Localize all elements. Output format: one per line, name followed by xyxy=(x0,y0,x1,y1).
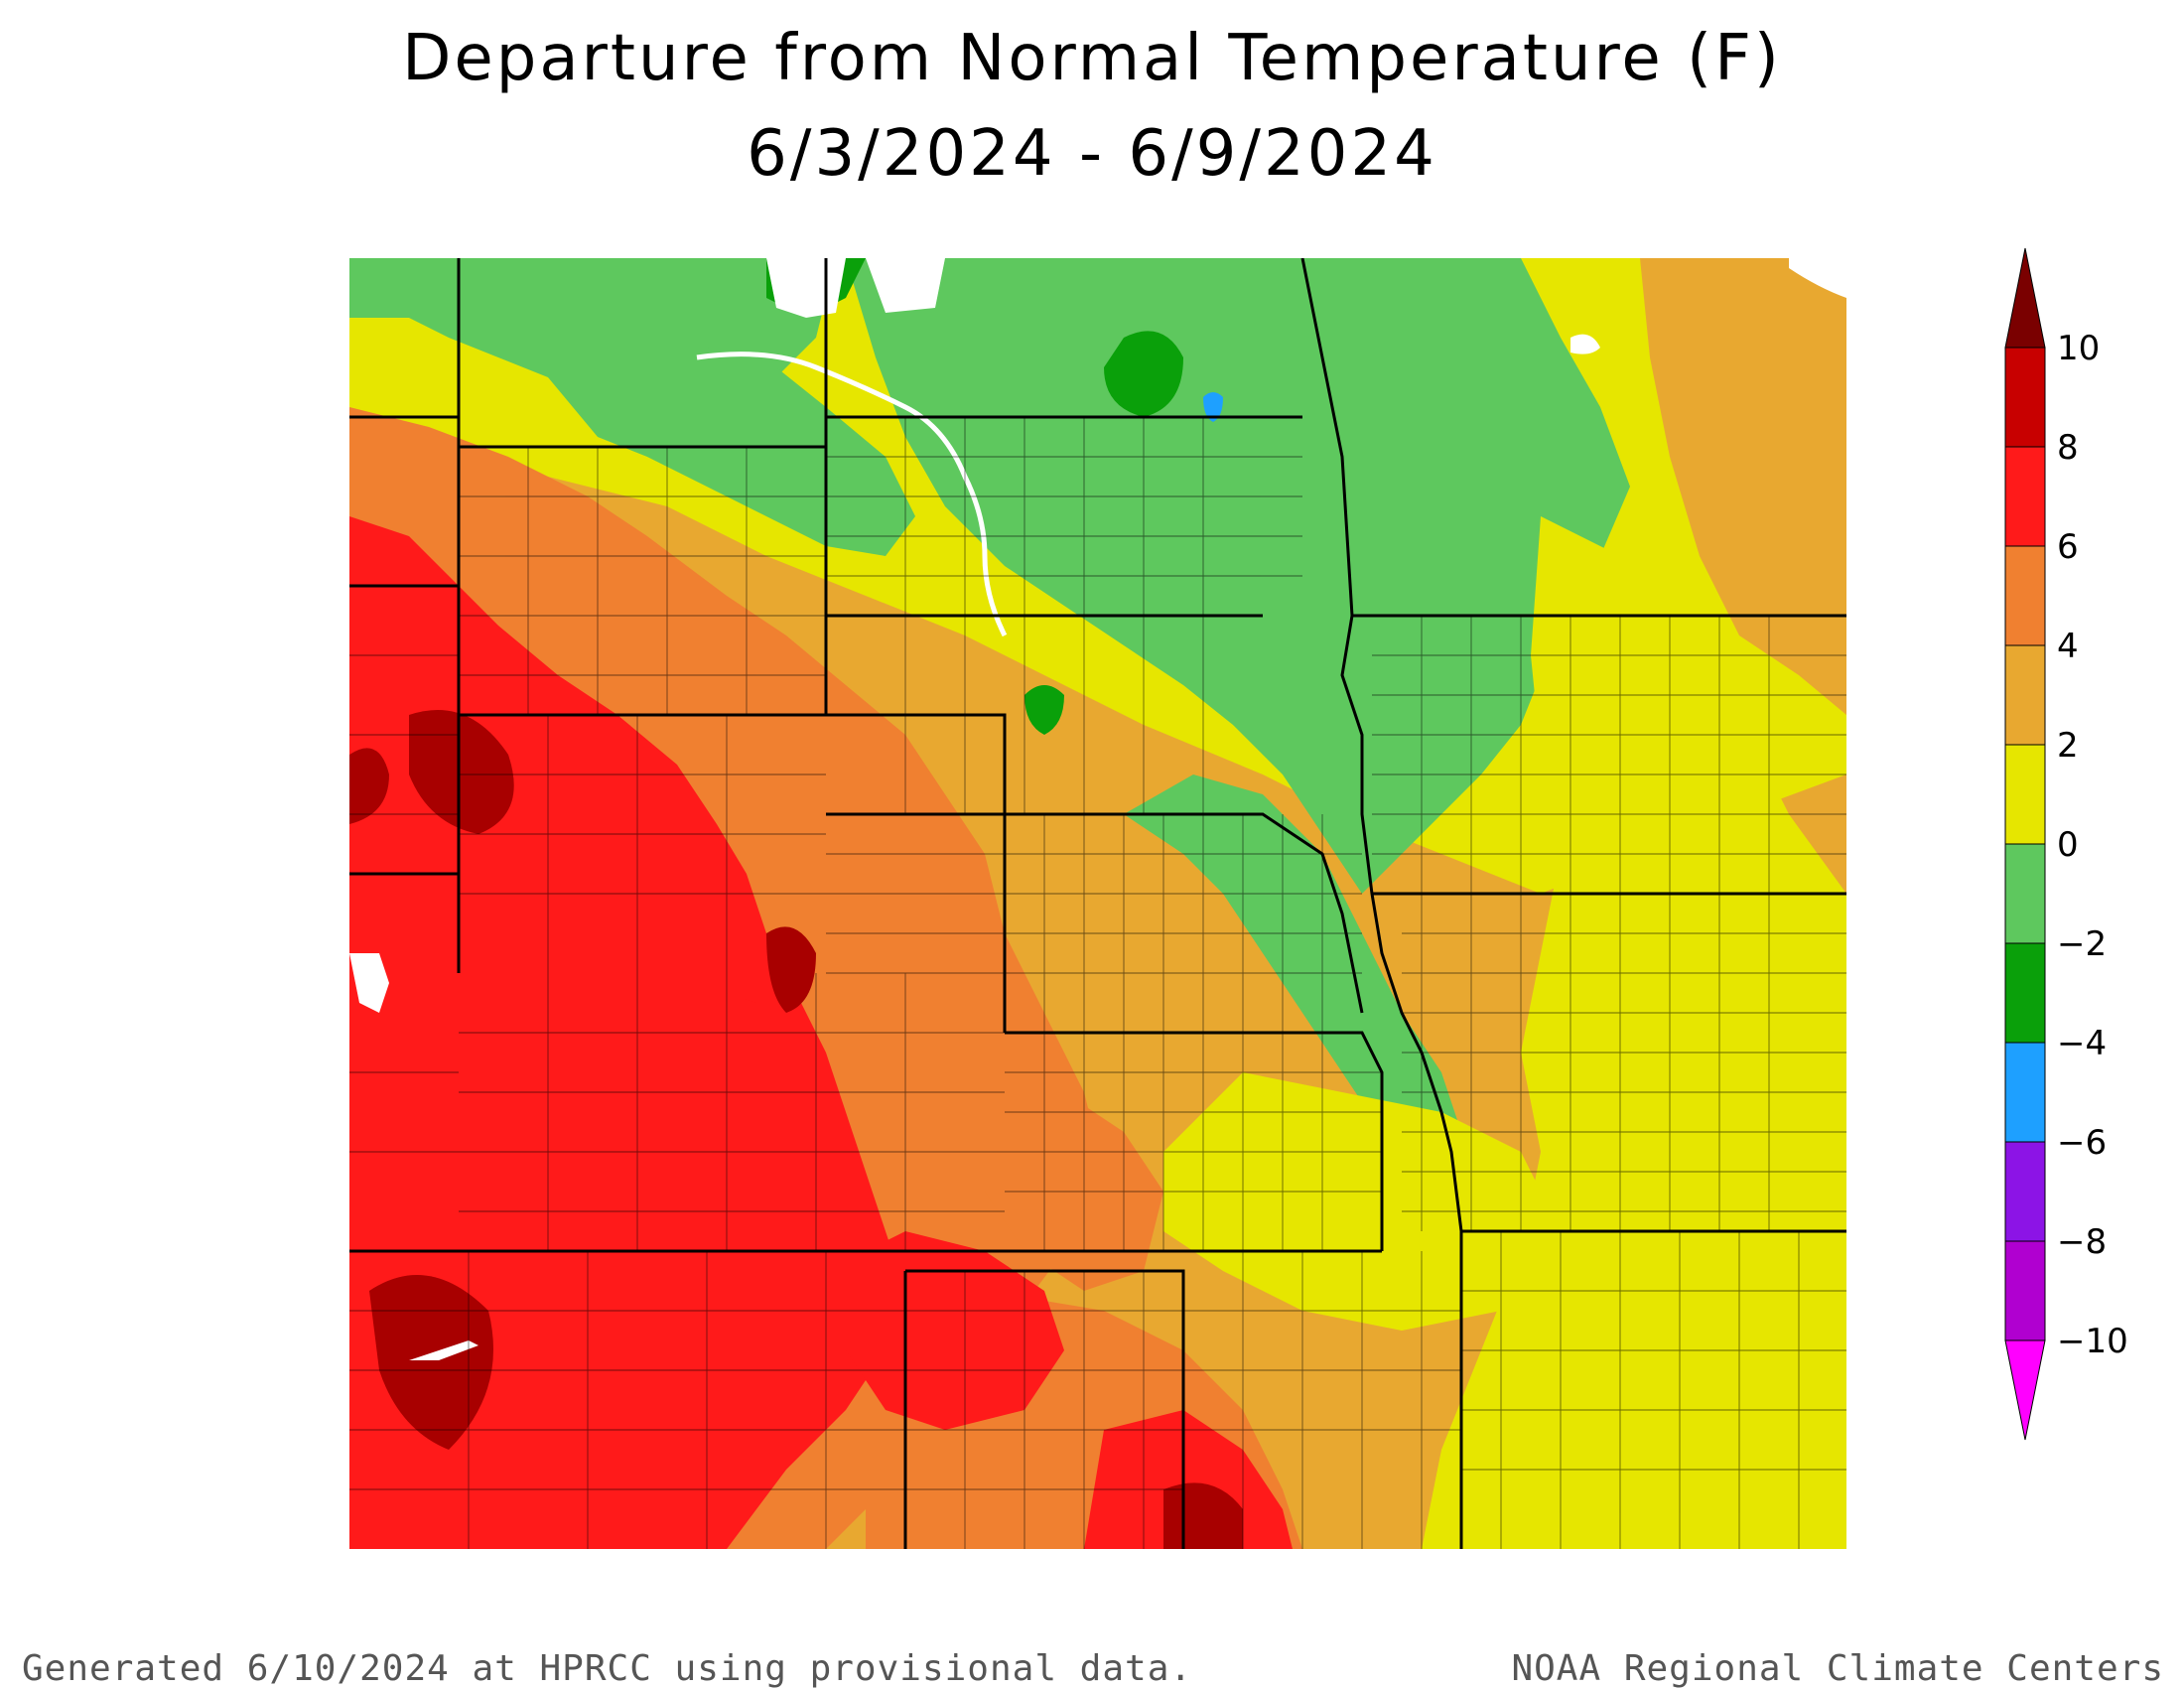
map-date-range: 6/3/2024 - 6/9/2024 xyxy=(747,117,1437,191)
legend-bin xyxy=(2004,446,2046,547)
legend-tick-label: −8 xyxy=(2057,1222,2107,1262)
zone-east-lightorange xyxy=(1640,258,1846,715)
zone-darkred-sw xyxy=(369,1275,493,1450)
legend-bins xyxy=(2004,247,2046,1441)
legend-tick-label: −4 xyxy=(2057,1024,2107,1063)
legend-tick-label: −2 xyxy=(2057,924,2107,964)
water-lake-2 xyxy=(866,258,945,313)
color-scale-legend: 10 8 6 4 2 0 −2 −4 −6 −8 −10 xyxy=(2004,247,2128,1441)
legend-bin xyxy=(2004,1240,2046,1341)
legend-bin xyxy=(2004,1339,2046,1441)
zone-darkred-wnw xyxy=(349,748,389,824)
legend-bin xyxy=(2004,1141,2046,1242)
temperature-departure-map xyxy=(349,258,1846,1549)
legend-bin xyxy=(2004,545,2046,646)
zone-sd-darkgreen xyxy=(1024,685,1064,735)
legend-tick-label: 6 xyxy=(2057,527,2079,567)
county-lines xyxy=(349,417,1846,1549)
legend-tick-label: 2 xyxy=(2057,726,2079,766)
legend-tick-label: 0 xyxy=(2057,825,2079,865)
footer-generated-note: Generated 6/10/2024 at HPRCC using provi… xyxy=(22,1648,1193,1689)
legend-bin xyxy=(2004,347,2046,448)
legend-bin xyxy=(2004,247,2046,349)
zone-nw-green xyxy=(548,258,915,556)
legend-tick-label: 10 xyxy=(2057,329,2100,368)
zone-okla-red xyxy=(826,1231,1064,1430)
zone-blue-spot xyxy=(1203,392,1223,422)
legend-tick-label: −10 xyxy=(2057,1322,2128,1361)
water-lake-6 xyxy=(409,1340,478,1360)
zone-darkred-wy xyxy=(409,710,514,834)
legend-bin xyxy=(2004,942,2046,1044)
legend-bin xyxy=(2004,843,2046,944)
zone-darkred-wy2 xyxy=(766,926,816,1013)
water-lake-3 xyxy=(349,953,389,1013)
water-lake-5 xyxy=(1789,258,1846,298)
state-borders xyxy=(349,258,1846,1549)
legend-tick-label: 8 xyxy=(2057,428,2079,468)
map-title: Departure from Normal Temperature (F) xyxy=(402,22,1782,95)
legend-tick-label: 4 xyxy=(2057,627,2079,666)
water-lake-4 xyxy=(1570,334,1600,354)
legend-bin xyxy=(2004,644,2046,746)
legend-tick-label: −6 xyxy=(2057,1123,2107,1163)
legend-bin xyxy=(2004,1042,2046,1143)
legend-bin xyxy=(2004,744,2046,845)
legend-ticks: 10 8 6 4 2 0 −2 −4 −6 −8 −10 xyxy=(2057,329,2128,1361)
footer-source: NOAA Regional Climate Centers xyxy=(1511,1648,2164,1689)
zone-nd-darkgreen-2 xyxy=(1104,331,1183,417)
water-missouri-river xyxy=(696,352,1008,637)
